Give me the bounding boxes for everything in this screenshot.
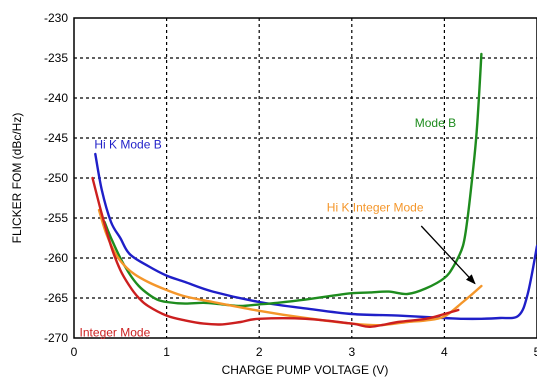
x-axis-title: CHARGE PUMP VOLTAGE (V) bbox=[222, 363, 389, 377]
x-axis-ticks: 0 1 2 3 4 5 bbox=[71, 345, 537, 359]
y-tick-label: -270 bbox=[44, 331, 68, 345]
y-tick-label: -255 bbox=[44, 211, 68, 225]
y-tick-label: -265 bbox=[44, 291, 68, 305]
series-layer bbox=[93, 54, 537, 327]
label-integer-mode: Integer Mode bbox=[80, 325, 151, 339]
label-hi-k-integer-mode: Hi K Integer Mode bbox=[327, 201, 424, 215]
y-tick-label: -250 bbox=[44, 171, 68, 185]
y-tick-label: -240 bbox=[44, 91, 68, 105]
y-tick-label: -245 bbox=[44, 131, 68, 145]
y-axis-title: FLICKER FOM (dBc/Hz) bbox=[10, 113, 24, 244]
label-mode-b: Mode B bbox=[415, 116, 456, 130]
label-hi-k-mode-b: Hi K Mode B bbox=[94, 137, 161, 151]
series-line-mode-b bbox=[105, 54, 482, 306]
y-tick-label: -260 bbox=[44, 251, 68, 265]
x-tick-label: 4 bbox=[441, 345, 448, 359]
series-line-hi-k-integer-mode bbox=[99, 210, 481, 325]
y-axis-ticks: -230 -235 -240 -245 -250 -255 -260 -265 -270 bbox=[44, 11, 68, 345]
y-tick-label: -230 bbox=[44, 11, 68, 25]
x-tick-label: 3 bbox=[348, 345, 355, 359]
series-annotations: Hi K Mode B Mode B Hi K Integer Mode Intege… bbox=[80, 116, 457, 340]
x-tick-label: 0 bbox=[71, 345, 78, 359]
y-tick-label: -235 bbox=[44, 51, 68, 65]
x-tick-label: 5 bbox=[534, 345, 537, 359]
x-tick-label: 2 bbox=[256, 345, 263, 359]
x-tick-label: 1 bbox=[163, 345, 170, 359]
